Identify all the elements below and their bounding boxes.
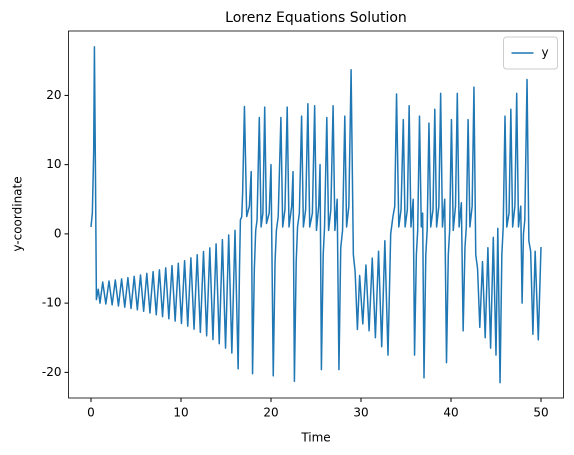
x-tick-label: 30 bbox=[353, 406, 368, 420]
y-tick-label: -10 bbox=[42, 296, 62, 310]
y-tick-label: 20 bbox=[46, 88, 61, 102]
x-tick-label: 40 bbox=[443, 406, 458, 420]
axes-frame bbox=[68, 30, 564, 399]
y-axis-label: y-coordinate bbox=[11, 176, 25, 251]
x-tick-label: 50 bbox=[533, 406, 548, 420]
data-line bbox=[90, 46, 542, 384]
x-tick-label: 10 bbox=[173, 406, 188, 420]
chart-title: Lorenz Equations Solution bbox=[225, 10, 407, 26]
x-tick-label: 0 bbox=[87, 406, 95, 420]
legend-label: y bbox=[542, 46, 549, 60]
x-axis-label: Time bbox=[300, 431, 330, 445]
y-tick-label: 10 bbox=[46, 157, 61, 171]
y-tick-label: 0 bbox=[54, 226, 62, 240]
x-tick-label: 20 bbox=[263, 406, 278, 420]
y-tick-label: -20 bbox=[42, 365, 62, 379]
